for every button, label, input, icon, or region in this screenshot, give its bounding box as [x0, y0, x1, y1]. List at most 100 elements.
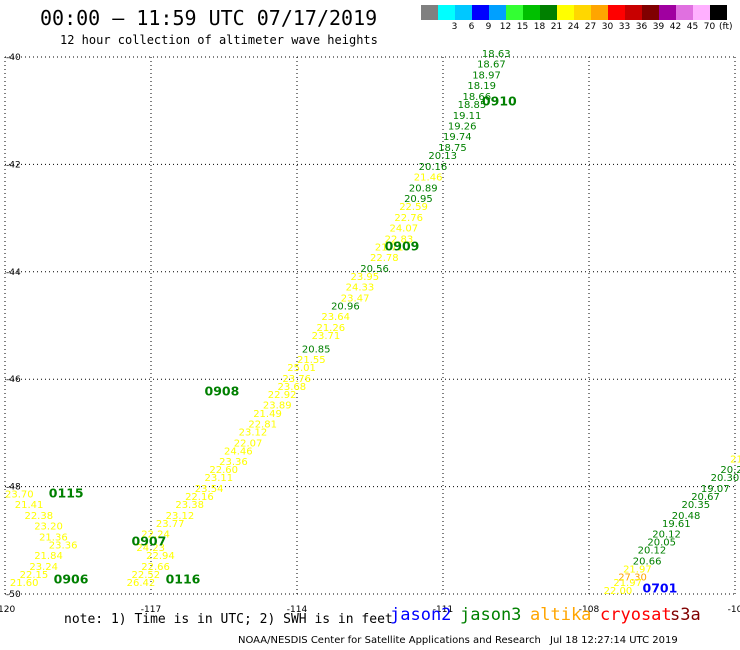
legend-label: 33	[618, 22, 631, 32]
legend-label: 42	[669, 22, 682, 32]
legend-label: 27	[584, 22, 597, 32]
swh-value: 21.46	[414, 173, 443, 184]
pass-time-label: 0908	[205, 383, 240, 398]
legend-swatch	[676, 5, 693, 20]
satellite-label: altika	[530, 605, 592, 625]
swh-value: 21.60	[10, 578, 39, 589]
legend-label: 24	[567, 22, 580, 32]
pass-time-label: 0906	[54, 571, 89, 586]
pass-time-labels: 0910 0909 0908 0115 0907 0906 0116 0701	[49, 93, 678, 595]
swh-value: 21.87	[730, 454, 740, 465]
pass-time-label: 0116	[166, 571, 201, 586]
swh-value: 18.19	[467, 81, 496, 92]
swh-value: 21.84	[34, 551, 63, 562]
swh-value: 18.63	[482, 49, 511, 60]
swh-value: 22.00	[604, 586, 633, 597]
organization-credit: NOAA/NESDIS Center for Satellite Applica…	[238, 635, 541, 646]
legend-label: 6	[468, 22, 475, 32]
swh-value: 20.12	[652, 530, 681, 541]
legend-swatch	[523, 5, 540, 20]
latitude-label: -40	[6, 53, 21, 63]
swh-value: 21.97	[623, 565, 652, 576]
swh-value: 22.78	[370, 253, 399, 264]
swh-value: 23.71	[312, 331, 341, 342]
longitude-label: -120	[0, 605, 15, 615]
swh-value: 21.36	[39, 532, 68, 543]
swh-value: 20.96	[331, 301, 360, 312]
swh-value: 23.20	[34, 522, 63, 533]
legend-label: 36	[635, 22, 648, 32]
swh-value: 23.11	[205, 473, 234, 484]
swh-value: 22.66	[141, 562, 170, 573]
swh-value: 21.55	[297, 355, 326, 366]
swh-value: 22.92	[268, 390, 297, 401]
swh-value: 22.52	[132, 570, 161, 581]
legend-swatch	[438, 5, 455, 20]
swh-value: 20.13	[428, 151, 457, 162]
swh-value: 24.23	[136, 543, 165, 554]
swh-value: 20.89	[409, 183, 438, 194]
swh-value: 22.16	[185, 492, 214, 503]
longitude-label: -117	[141, 605, 161, 615]
altimeter-tracks: 18.6318.6718.9718.1918.6618.8519.1119.26…	[5, 49, 740, 597]
swh-value: 22.94	[146, 551, 175, 562]
swh-value: 23.12	[239, 428, 268, 439]
legend-label: 21	[550, 22, 563, 32]
latitude-label: -50	[6, 590, 21, 600]
swh-value: 22.38	[24, 511, 53, 522]
swh-value: 19.74	[443, 132, 472, 143]
swh-value: 18.75	[438, 143, 467, 154]
swh-value: 25.01	[287, 363, 316, 374]
swh-value: 21.49	[253, 409, 282, 420]
map-subtitle: 12 hour collection of altimeter wave hei…	[60, 33, 378, 47]
swh-value: 20.67	[691, 492, 720, 503]
legend-swatch	[506, 5, 523, 20]
swh-value: 23.64	[321, 312, 350, 323]
legend-label: 9	[485, 22, 492, 32]
legend-swatch	[540, 5, 557, 20]
swh-value: 22.60	[209, 465, 238, 476]
swh-value: 22.15	[20, 570, 49, 581]
swh-value: 20.05	[647, 538, 676, 549]
swh-value: 18.85	[458, 100, 487, 111]
swh-value: 23.68	[278, 382, 307, 393]
swh-value: 23.95	[351, 272, 380, 283]
legend-label: 70	[703, 22, 716, 32]
swh-value: 20.12	[638, 546, 667, 557]
latitude-label: -44	[6, 268, 21, 278]
satellite-label: jason2	[390, 605, 452, 625]
swh-value: 19.11	[453, 111, 482, 122]
legend-swatch	[710, 5, 727, 20]
legend-swatch	[489, 5, 506, 20]
swh-value: 19.26	[448, 121, 477, 132]
swh-value: 27.30	[618, 573, 647, 584]
swh-value: 20.85	[302, 344, 331, 355]
legend-swatch	[642, 5, 659, 20]
pass-time-label: 0907	[132, 534, 167, 549]
swh-value: 20.48	[672, 511, 701, 522]
legend-label: 3	[451, 22, 458, 32]
legend-swatch	[421, 5, 438, 20]
swh-value: 23.70	[5, 489, 34, 500]
latitude-label: -42	[6, 160, 21, 170]
pass-time-label: 0909	[385, 238, 420, 253]
swh-value: 23.89	[263, 401, 292, 412]
map-grid	[4, 56, 736, 595]
footnote: note: 1) Time is in UTC; 2) SWH is in fe…	[64, 612, 393, 627]
legend-label: 12	[499, 22, 512, 32]
swh-value: 21.26	[316, 323, 345, 334]
legend-label: 39	[652, 22, 665, 32]
swh-value: 24.07	[389, 224, 418, 235]
legend-swatch	[574, 5, 591, 20]
swh-value: 20.30	[711, 473, 740, 484]
swh-value: 20.22	[720, 465, 740, 476]
swh-value: 23.76	[282, 374, 311, 385]
swh-value: 23.12	[166, 511, 195, 522]
swh-value: 20.66	[633, 556, 662, 567]
swh-value: 22.76	[394, 213, 423, 224]
legend-swatch	[625, 5, 642, 20]
swh-value: 23.38	[175, 500, 204, 511]
swh-value: 19.07	[701, 484, 730, 495]
longitude-label: -111	[433, 605, 453, 615]
